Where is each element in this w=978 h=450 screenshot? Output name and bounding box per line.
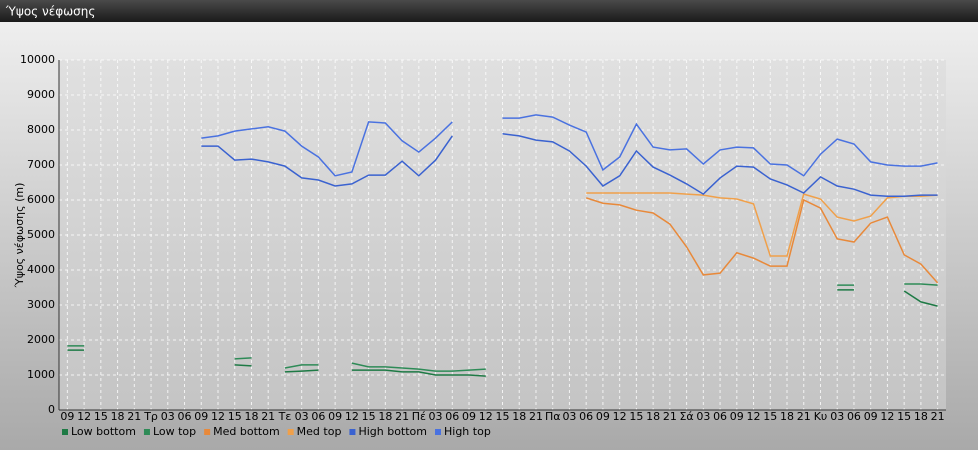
x-tick-label: 06 [847,410,861,423]
x-tick-label: 12 [479,410,493,423]
x-tick-label: 18 [646,410,660,423]
x-tick-label: Πα [545,410,561,423]
y-tick-label: 7000 [27,158,55,171]
x-tick-label: 09 [60,410,74,423]
series-line [586,192,938,257]
x-tick-label: 06 [311,410,325,423]
legend-swatch [204,429,211,435]
x-tick-label: 21 [931,410,945,423]
series-line [67,289,938,377]
x-tick-label: 03 [295,410,309,423]
y-tick-label: 4000 [27,263,55,276]
x-tick-label: 15 [362,410,376,423]
x-tick-label: 18 [780,410,794,423]
legend-swatch [62,429,68,435]
x-tick-label: 18 [512,410,526,423]
legend-swatch [287,429,294,435]
x-tick-label: 03 [161,410,175,423]
legend-label: Med top [297,425,342,438]
x-tick-label: 09 [864,410,878,423]
x-tick-label: 06 [579,410,593,423]
x-tick-label: 03 [562,410,576,423]
legend-swatch [349,429,356,435]
x-tick-label: 09 [462,410,476,423]
x-tick-label: 03 [429,410,443,423]
y-axis-label: Ύψος νέφωσης (m) [13,183,26,289]
legend-label: High bottom [358,425,427,438]
x-tick-label: Τε [278,410,292,423]
x-tick-label: 18 [111,410,125,423]
x-tick-label: 09 [596,410,610,423]
x-tick-label: 18 [914,410,928,423]
x-tick-label: Κυ [814,410,828,423]
x-tick-label: 12 [613,410,627,423]
x-tick-label: 15 [897,410,911,423]
x-tick-label: 03 [696,410,710,423]
x-tick-label: Σά [679,410,693,423]
x-tick-label: 15 [496,410,510,423]
y-tick-label: 1000 [27,368,55,381]
x-tick-label: 06 [713,410,727,423]
title-bar [0,0,978,22]
x-tick-label: 12 [747,410,761,423]
y-tick-label: 10000 [20,53,55,66]
x-tick-label: 21 [529,410,543,423]
x-tick-label: 15 [629,410,643,423]
legend-label: Low top [153,425,196,438]
y-tick-label: 9000 [27,88,55,101]
legend-swatch [143,429,150,435]
x-tick-label: 09 [194,410,208,423]
x-tick-label: 15 [763,410,777,423]
x-tick-label: 06 [178,410,192,423]
x-tick-label: Τρ [143,410,158,423]
x-tick-label: 18 [378,410,392,423]
legend-label: High top [444,425,491,438]
y-tick-label: 6000 [27,193,55,206]
y-tick-label: 5000 [27,228,55,241]
x-tick-label: 21 [127,410,141,423]
x-tick-label: 09 [730,410,744,423]
x-tick-label: Πέ [412,410,426,423]
series-line [585,197,939,284]
legend-swatch [435,429,441,435]
x-tick-label: 12 [880,410,894,423]
x-tick-label: 12 [77,410,91,423]
x-tick-label: 09 [328,410,342,423]
x-tick-label: 21 [663,410,677,423]
x-tick-label: 21 [261,410,275,423]
y-tick-label: 2000 [27,333,55,346]
x-tick-label: 06 [445,410,459,423]
legend-label: Low bottom [71,425,136,438]
y-tick-label: 0 [48,403,55,416]
x-tick-label: 12 [211,410,225,423]
x-tick-label: 03 [830,410,844,423]
x-tick-label: 21 [395,410,409,423]
x-tick-label: 18 [244,410,258,423]
y-tick-label: 8000 [27,123,55,136]
x-tick-label: 15 [228,410,242,423]
y-tick-label: 3000 [27,298,55,311]
series-line [201,114,938,177]
x-tick-label: 15 [94,410,108,423]
series-line [67,283,938,372]
series-line [201,133,938,197]
x-tick-label: 12 [345,410,359,423]
x-tick-label: 21 [797,410,811,423]
chart-title: Ύψος νέφωσης [5,5,95,19]
legend-label: Med bottom [213,425,280,438]
